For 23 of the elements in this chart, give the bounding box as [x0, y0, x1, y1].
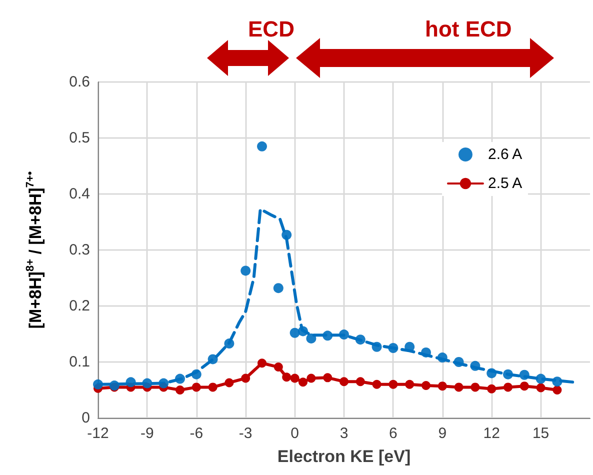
x-tick-label: -9	[140, 425, 154, 442]
y-tick-label: 0	[82, 410, 90, 426]
text: hot ECD	[425, 16, 512, 42]
legend-label: 2.6 A	[488, 146, 522, 163]
text: ECD	[248, 16, 294, 42]
x-tick-label: 15	[532, 425, 550, 442]
x-tick-label: -3	[238, 425, 252, 442]
y-tick-label: 0.1	[69, 354, 90, 370]
y-tick-label: 0.3	[69, 242, 90, 258]
y-axis-title: [M+8H]8+ / [M+8H]7+•	[24, 171, 45, 329]
x-tick-label: 9	[438, 425, 447, 442]
x-tick-label: -6	[190, 425, 204, 442]
legend-label: 2.5 A	[488, 175, 522, 192]
y-tick-label: 0.5	[69, 130, 90, 146]
x-tick-label: -12	[87, 425, 109, 442]
x-tick-label: 3	[340, 425, 348, 442]
y-tick-label: 0.4	[69, 186, 90, 202]
x-axis-title: Electron KE [eV]	[277, 447, 411, 466]
x-tick-label: 12	[483, 425, 500, 442]
y-tick-label: 0.2	[69, 298, 90, 314]
x-tick-label: 6	[389, 425, 398, 442]
y-tick-label: 0.6	[69, 74, 90, 90]
x-tick-label: 0	[290, 425, 299, 442]
